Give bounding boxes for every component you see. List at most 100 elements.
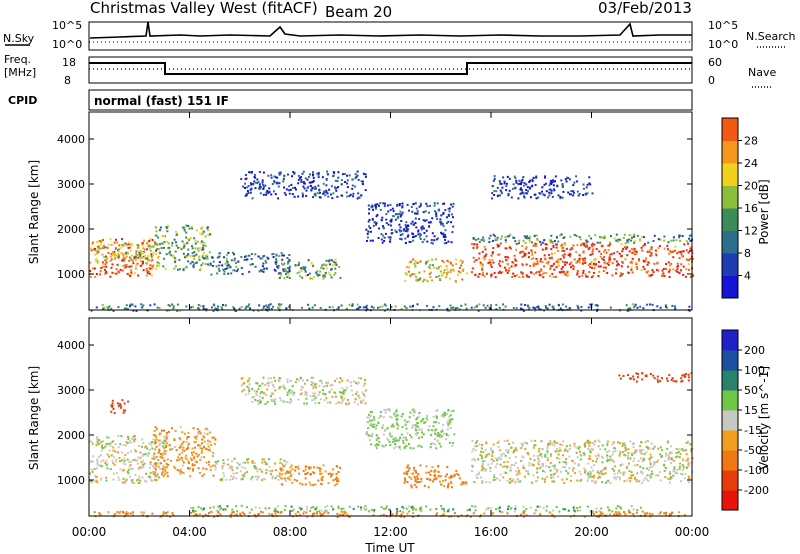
heatmap-cell <box>122 243 125 246</box>
heatmap-cell <box>371 425 374 428</box>
heatmap-cell <box>179 246 182 249</box>
heatmap-cell <box>591 480 594 482</box>
heatmap-cell <box>242 382 245 385</box>
heatmap-cell <box>257 255 260 258</box>
heatmap-cell <box>502 176 505 179</box>
heatmap-cell <box>209 465 212 468</box>
heatmap-cell <box>300 507 303 510</box>
heatmap-cell <box>604 472 607 475</box>
heatmap-cell <box>377 444 380 446</box>
heatmap-cell <box>648 458 651 461</box>
heatmap-cell <box>553 472 556 475</box>
heatmap-cell <box>413 235 416 238</box>
heatmap-cell <box>157 465 160 468</box>
heatmap-cell <box>372 426 375 428</box>
heatmap-cell <box>582 187 585 190</box>
heatmap-cell <box>373 509 376 511</box>
heatmap-cell <box>285 270 288 273</box>
heatmap-cell <box>451 486 453 489</box>
heatmap-cell <box>321 176 324 179</box>
heatmap-cell <box>187 253 190 256</box>
heatmap-cell <box>597 454 600 457</box>
heatmap-cell <box>649 473 652 476</box>
heatmap-cell <box>244 194 247 197</box>
heatmap-cell <box>591 510 594 513</box>
heatmap-cell <box>203 473 206 476</box>
heatmap-cell <box>231 466 234 468</box>
heatmap-cell <box>386 427 389 430</box>
heatmap-cell <box>556 468 559 471</box>
heatmap-cell <box>438 305 441 308</box>
heatmap-cell <box>181 448 184 451</box>
heatmap-cell <box>156 248 159 250</box>
colorbar-segment <box>722 470 738 491</box>
heatmap-cell <box>509 466 512 469</box>
heatmap-cell <box>633 378 635 381</box>
heatmap-cell <box>156 474 159 477</box>
heatmap-cell <box>113 272 116 275</box>
heatmap-cell <box>351 184 354 187</box>
heatmap-cell <box>491 251 494 254</box>
power-ylabel: Slant Range [km] <box>27 160 41 264</box>
heatmap-cell <box>562 190 565 193</box>
heatmap-cell <box>178 258 181 261</box>
heatmap-cell <box>619 471 622 474</box>
heatmap-cell <box>419 204 422 207</box>
heatmap-cell <box>407 225 410 227</box>
heatmap-cell <box>449 414 452 417</box>
heatmap-cell <box>390 228 393 231</box>
heatmap-cell <box>505 449 507 452</box>
heatmap-cell <box>414 202 417 205</box>
heatmap-cell <box>561 444 564 446</box>
heatmap-cell <box>199 447 202 450</box>
heatmap-cell <box>477 471 480 474</box>
heatmap-cell <box>312 392 315 395</box>
heatmap-cell <box>528 235 531 238</box>
heatmap-cell <box>330 268 333 271</box>
heatmap-cell <box>194 446 197 449</box>
heatmap-cell <box>672 380 675 383</box>
heatmap-cell <box>448 210 451 213</box>
heatmap-cell <box>473 457 476 460</box>
heatmap-cell <box>445 241 448 244</box>
heatmap-cell <box>649 248 652 251</box>
heatmap-cell <box>281 254 284 257</box>
heatmap-cell <box>283 277 286 280</box>
heatmap-cell <box>337 401 340 404</box>
heatmap-cell <box>248 303 251 306</box>
heatmap-cell <box>498 306 501 309</box>
heatmap-cell <box>432 442 435 445</box>
heatmap-cell <box>210 306 213 309</box>
heatmap-cell <box>216 460 219 463</box>
heatmap-cell <box>413 212 416 215</box>
heatmap-cell <box>203 445 205 448</box>
nsky-trace <box>89 21 692 39</box>
heatmap-cell <box>121 269 124 272</box>
heatmap-cell <box>114 253 116 256</box>
heatmap-cell <box>112 408 115 410</box>
heatmap-cell <box>660 449 663 452</box>
heatmap-cell <box>505 259 508 262</box>
heatmap-cell <box>678 456 681 459</box>
heatmap-cell <box>160 429 163 432</box>
heatmap-cell <box>273 376 276 379</box>
heatmap-cell <box>667 458 670 461</box>
heatmap-cell <box>96 262 99 264</box>
heatmap-cell <box>564 263 567 266</box>
heatmap-cell <box>206 226 209 229</box>
heatmap-cell <box>240 178 243 180</box>
heatmap-cell <box>601 444 604 447</box>
heatmap-cell <box>285 188 288 191</box>
colorbar-tick-label: 16 <box>744 202 758 215</box>
heatmap-cell <box>329 273 332 276</box>
heatmap-cell <box>306 379 309 382</box>
heatmap-cell <box>589 451 592 454</box>
heatmap-cell <box>406 235 409 238</box>
heatmap-cell <box>633 253 636 256</box>
heatmap-cell <box>557 250 560 253</box>
heatmap-cell <box>461 260 464 263</box>
heatmap-cell <box>135 264 138 267</box>
heatmap-cell <box>412 223 415 226</box>
heatmap-cell <box>404 436 407 439</box>
heatmap-cell <box>144 453 147 456</box>
